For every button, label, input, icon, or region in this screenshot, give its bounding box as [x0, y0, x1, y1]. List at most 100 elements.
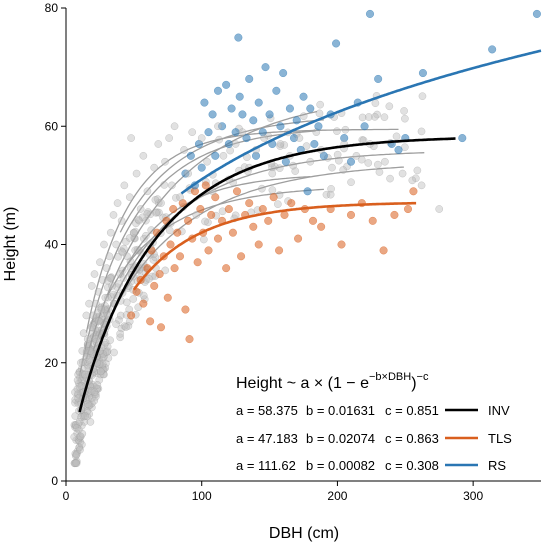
point-rs [213, 86, 223, 95]
background-point [322, 190, 331, 199]
point-inv [435, 205, 444, 213]
point-inv [161, 157, 169, 166]
background-point [327, 185, 335, 193]
point-inv [96, 258, 104, 267]
point-tls [269, 193, 278, 202]
point-rs [261, 63, 270, 72]
point-inv [231, 140, 240, 148]
point-inv [184, 169, 192, 178]
point-tls [232, 187, 242, 196]
background-point [333, 150, 342, 159]
background-point [71, 412, 80, 420]
point-rs [245, 74, 254, 83]
curve-tls [132, 201, 417, 291]
point-inv [352, 151, 361, 160]
background-point [72, 458, 80, 467]
point-tls [254, 240, 263, 249]
background-point [401, 114, 409, 123]
equation-exponent: −b×DBH [369, 371, 411, 383]
point-tls [222, 264, 231, 273]
point-tls [139, 299, 148, 308]
point-inv [85, 299, 93, 308]
point-inv [136, 205, 145, 213]
param-c-inv: c = 0.851 [385, 403, 439, 418]
point-rs [254, 98, 263, 107]
background-point [413, 166, 422, 175]
point-inv [78, 429, 87, 438]
background-point [370, 113, 379, 121]
param-b-tls: b = 0.02074 [306, 431, 375, 446]
point-tls [258, 204, 267, 214]
point-rs [360, 122, 369, 131]
background-point [268, 186, 277, 194]
background-point [172, 193, 180, 202]
point-tls [264, 216, 273, 225]
point-rs [488, 45, 497, 54]
point-inv [109, 211, 118, 219]
point-tls [275, 246, 284, 255]
background-point [120, 322, 129, 330]
point-inv [75, 418, 84, 426]
background-point [112, 320, 120, 329]
background-point [97, 367, 105, 376]
point-inv [102, 264, 111, 272]
background-point [199, 235, 208, 244]
point-tls [245, 199, 254, 208]
background-point [110, 348, 118, 357]
equation-prefix: Height ~ a × (1 − e [236, 375, 369, 392]
point-tls [156, 323, 166, 332]
point-tls [169, 204, 178, 214]
background-point [122, 298, 131, 307]
point-tls [237, 252, 246, 261]
background-point [71, 398, 79, 407]
point-rs [285, 104, 294, 113]
point-inv [106, 228, 115, 237]
equation-power: −c [417, 371, 429, 383]
param-a-inv: a = 58.375 [236, 403, 298, 418]
point-rs [258, 128, 267, 137]
point-inv [86, 418, 95, 426]
point-inv [165, 134, 173, 142]
background-curve [92, 152, 425, 352]
background-point [226, 146, 235, 155]
axes: 0 100 200 300 0 20 40 60 80 [45, 1, 541, 503]
background-curve [106, 188, 324, 298]
point-inv [130, 228, 138, 237]
background-point [364, 113, 373, 121]
point-tls [368, 216, 377, 225]
point-tls [317, 222, 326, 231]
point-inv [108, 282, 116, 290]
series-curves [78, 49, 542, 413]
point-rs [365, 9, 375, 18]
point-inv [306, 157, 315, 166]
point-tls [170, 264, 179, 273]
point-rs [299, 92, 308, 101]
point-tls [127, 311, 136, 320]
point-inv [94, 287, 103, 296]
background-point [152, 208, 160, 217]
y-axis-label: Height (m) [2, 207, 19, 282]
point-tls [390, 210, 399, 219]
legend: a = 58.375 b = 0.01631 c = 0.851 INV a = 47.… [236, 403, 512, 473]
point-inv [90, 270, 99, 278]
background-point [418, 92, 427, 101]
point-inv [170, 122, 179, 131]
point-rs [332, 39, 341, 48]
point-inv [125, 193, 134, 202]
point-rs [222, 80, 231, 89]
background-point [204, 218, 212, 227]
background-point [316, 100, 325, 109]
background-point [73, 376, 82, 385]
legend-label-inv: INV [488, 403, 510, 418]
background-curve [119, 175, 311, 278]
point-inv [219, 151, 228, 160]
point-rs [234, 33, 243, 42]
background-point [408, 176, 417, 185]
point-rs [265, 110, 274, 119]
point-rs [238, 110, 247, 119]
background-point [87, 399, 96, 408]
point-tls [146, 317, 155, 326]
point-inv [192, 211, 201, 219]
background-point [84, 402, 92, 411]
legend-label-tls: TLS [488, 431, 512, 446]
